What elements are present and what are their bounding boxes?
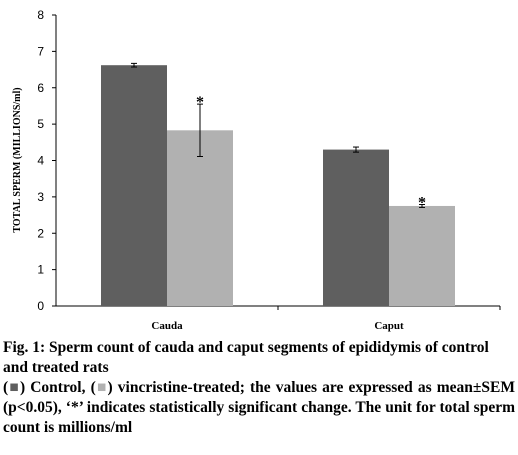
y-tick-label: 3 bbox=[37, 190, 44, 204]
chart: 0 1 2 3 4 5 6 7 8 Cauda * Caput * TOTAL SPERM (MILLI… bbox=[12, 8, 501, 332]
open-paren: ( bbox=[3, 379, 9, 396]
bars bbox=[101, 62, 455, 306]
y-axis-label: TOTAL SPERM (MILLIONS/ml) bbox=[12, 87, 23, 232]
category-label: Cauda bbox=[151, 320, 183, 332]
y-tick-label: 4 bbox=[37, 154, 44, 168]
y-tick-label: 0 bbox=[37, 299, 44, 313]
y-tick-label: 1 bbox=[37, 263, 44, 277]
legend-treated-text: vincristine-treated; the values are expr… bbox=[3, 379, 515, 436]
bar bbox=[389, 205, 455, 306]
bar bbox=[167, 130, 233, 306]
y-tick-label: 2 bbox=[37, 226, 44, 240]
figure-caption: Fig. 1: Sperm count of cauda and caput s… bbox=[3, 338, 515, 438]
legend-swatch-treated: ■ bbox=[95, 379, 108, 396]
y-tick-label: 6 bbox=[37, 81, 44, 95]
bar bbox=[101, 65, 167, 306]
legend-control-text: Control, bbox=[25, 379, 91, 396]
labels: 0 1 2 3 4 5 6 7 8 Cauda * Caput * bbox=[37, 8, 426, 332]
open-paren: ( bbox=[90, 379, 96, 396]
significance-marker: * bbox=[418, 195, 426, 212]
y-tick-label: 8 bbox=[37, 8, 44, 22]
significance-marker: * bbox=[196, 94, 204, 111]
close-paren: ) bbox=[19, 379, 26, 396]
close-paren: ) bbox=[107, 379, 113, 396]
bar bbox=[323, 149, 389, 306]
bar-chart-svg: 0 1 2 3 4 5 6 7 8 Cauda * Caput * TOTAL SPERM (MILLI… bbox=[12, 8, 501, 332]
y-tick-label: 5 bbox=[37, 117, 44, 131]
caption-body: (■) Control, (■) vincristine-treated; th… bbox=[3, 378, 515, 438]
y-tick-label: 7 bbox=[37, 44, 44, 58]
category-label: Caput bbox=[374, 320, 404, 332]
caption-title: Fig. 1: Sperm count of cauda and caput s… bbox=[3, 339, 489, 376]
legend-swatch-control: ■ bbox=[8, 379, 20, 396]
